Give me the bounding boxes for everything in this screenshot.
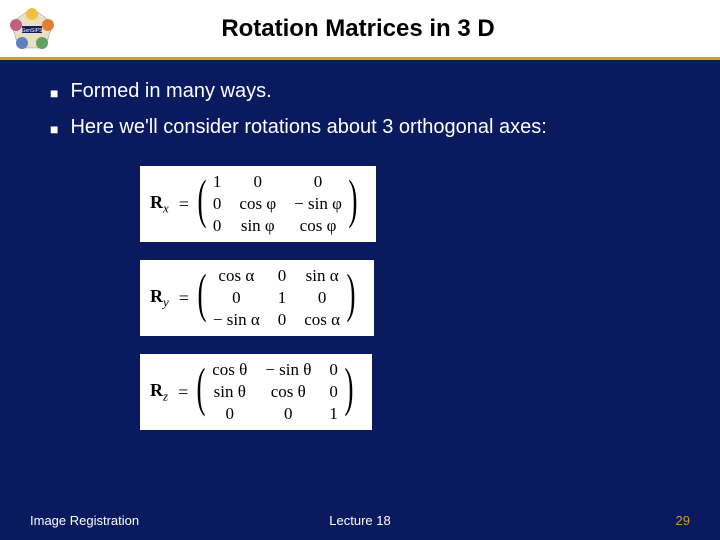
bullet-item: ■ Here we'll consider rotations about 3 … [50, 116, 680, 142]
matrix-label: Rz [150, 380, 168, 405]
paren-left-icon: ( [197, 266, 206, 330]
paren-left-icon: ( [197, 172, 206, 236]
paren-right-icon: ) [344, 360, 353, 424]
matrix-ry: Ry = ( cos α0sin α 010 − sin α0cos α ) [140, 260, 374, 336]
matrix-list: Rx = ( 100 0cos φ− sin φ 0sin φcos φ ) R… [50, 166, 680, 430]
footer-left: Image Registration [30, 513, 139, 528]
bullet-text: Here we'll consider rotations about 3 or… [70, 116, 546, 139]
page-number: 29 [676, 513, 690, 528]
paren-right-icon: ) [348, 172, 357, 236]
header: GenSIPS Rotation Matrices in 3 D [0, 0, 720, 60]
matrix-rx: Rx = ( 100 0cos φ− sin φ 0sin φcos φ ) [140, 166, 376, 242]
matrix-label: Ry [150, 286, 169, 311]
paren-right-icon: ) [347, 266, 356, 330]
footer-center: Lecture 18 [329, 513, 390, 528]
matrix-rz: Rz = ( cos θ− sin θ0 sin θcos θ0 001 ) [140, 354, 372, 430]
bullet-marker-icon: ■ [50, 116, 58, 142]
bullet-marker-icon: ■ [50, 80, 58, 106]
paren-left-icon: ( [197, 360, 206, 424]
matrix-grid: cos θ− sin θ0 sin θcos θ0 001 [212, 360, 338, 424]
logo-pentagon-icon: GenSIPS [8, 5, 56, 53]
matrix-grid: 100 0cos φ− sin φ 0sin φcos φ [213, 172, 342, 236]
bullet-item: ■ Formed in many ways. [50, 80, 680, 106]
footer: Image Registration Lecture 18 29 [0, 513, 720, 528]
content-area: ■ Formed in many ways. ■ Here we'll cons… [0, 60, 720, 430]
equals-sign: = [178, 382, 188, 403]
equals-sign: = [179, 288, 189, 309]
slide-title: Rotation Matrices in 3 D [56, 15, 700, 43]
equals-sign: = [179, 194, 189, 215]
matrix-grid: cos α0sin α 010 − sin α0cos α [213, 266, 340, 330]
svg-text:GenSIPS: GenSIPS [22, 28, 44, 34]
matrix-label: Rx [150, 192, 169, 217]
bullet-text: Formed in many ways. [70, 80, 271, 103]
